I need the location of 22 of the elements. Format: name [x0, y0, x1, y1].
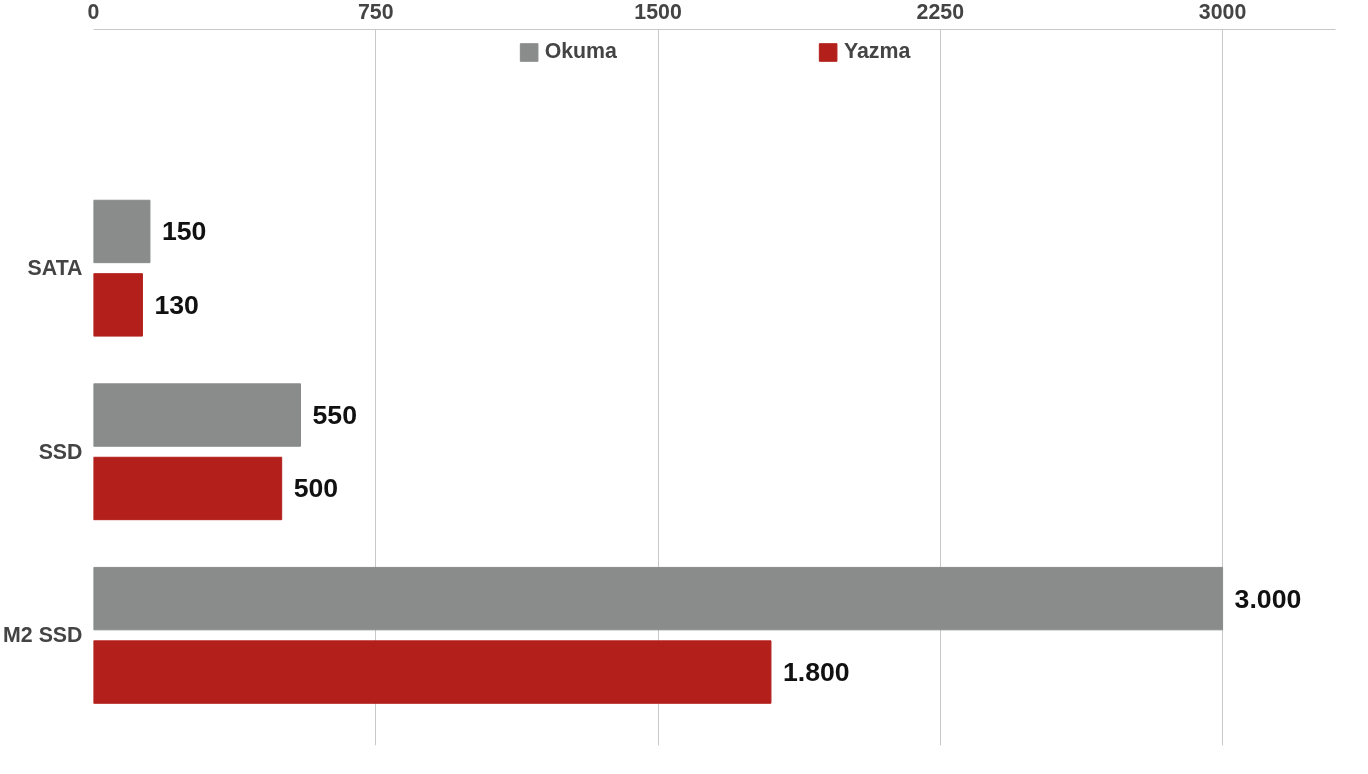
data-label: 500	[293, 473, 339, 504]
x-tick-label: 750	[357, 0, 394, 24]
y-tick-label: SATA	[27, 256, 83, 281]
data-label: 1.800	[782, 657, 850, 688]
x-tick-label: 2250	[916, 0, 965, 24]
bar	[93, 383, 301, 447]
data-label: 150	[161, 216, 207, 247]
bar	[93, 456, 283, 521]
bar	[93, 566, 1224, 631]
x-tick-label: 3000	[1198, 0, 1247, 24]
legend-label: Yazma	[843, 39, 911, 64]
x-tick-label: 1500	[634, 0, 682, 24]
legend-label: Okuma	[544, 39, 617, 64]
y-tick-label: SSD	[38, 439, 83, 464]
y-tick-label: M2 SSD	[3, 623, 83, 648]
x-tick-label: 0	[87, 0, 100, 24]
data-label: 550	[312, 400, 357, 431]
data-label: 130	[154, 289, 199, 320]
bar	[93, 199, 151, 264]
bar	[93, 640, 772, 704]
data-label: 3.000	[1234, 583, 1302, 614]
bar	[93, 273, 143, 337]
